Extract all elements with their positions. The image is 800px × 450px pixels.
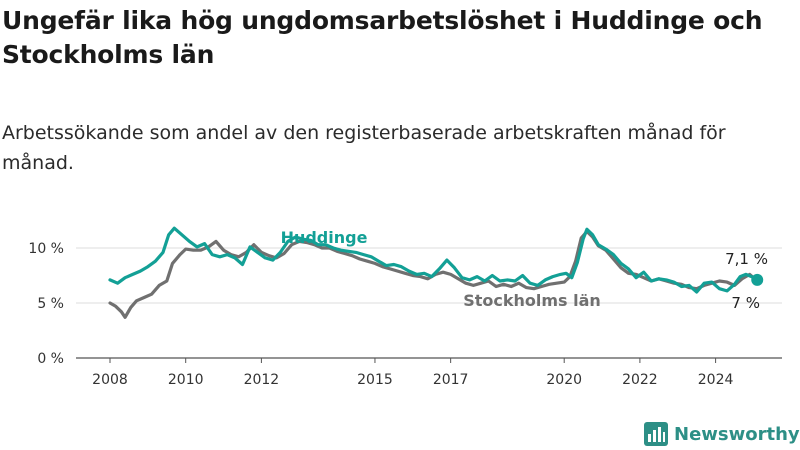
chart-title: Ungefär lika hög ungdomsarbetslöshet i H… (2, 6, 763, 69)
x-tick-label: 2022 (622, 372, 658, 388)
newsworthy-brand: Newsworthy (644, 419, 800, 449)
x-tick-label: 2024 (698, 372, 734, 388)
series-lines (108, 226, 764, 319)
x-tick-label: 2020 (546, 372, 582, 388)
brand-name: Newsworthy (674, 423, 800, 445)
line-chart: 0 %5 %10 % 2008 2010 2012 2015 2017 2020 2022 2… (28, 226, 782, 388)
series-labels: Huddinge Stockholms län 7,1 % 7 % (281, 228, 768, 312)
stockholm-series-label: Stockholms län (463, 291, 601, 310)
chart-subtitle: Arbetssökande som andel av den registerb… (2, 122, 726, 174)
huddinge-line (108, 226, 759, 294)
x-tick-label: 2012 (244, 372, 280, 388)
x-axis: 2008 2010 2012 2015 2017 2020 2022 2024 (76, 357, 782, 388)
x-tick-label: 2017 (433, 372, 469, 388)
huddinge-end-marker (751, 273, 764, 286)
huddinge-series-label: Huddinge (281, 228, 368, 247)
huddinge-end-label: 7,1 % (725, 250, 768, 268)
y-tick-label: 5 % (37, 296, 64, 312)
y-tick-label: 10 % (28, 241, 64, 257)
stockholm-end-label: 7 % (731, 294, 760, 312)
x-tick-label: 2010 (168, 372, 204, 388)
x-tick-label: 2008 (92, 372, 128, 388)
x-tick-label: 2015 (357, 372, 393, 388)
y-tick-label: 0 % (37, 351, 64, 367)
gridlines: 0 % 5 % 10 % (28, 241, 782, 367)
bar-chart-logo-icon (644, 422, 668, 446)
